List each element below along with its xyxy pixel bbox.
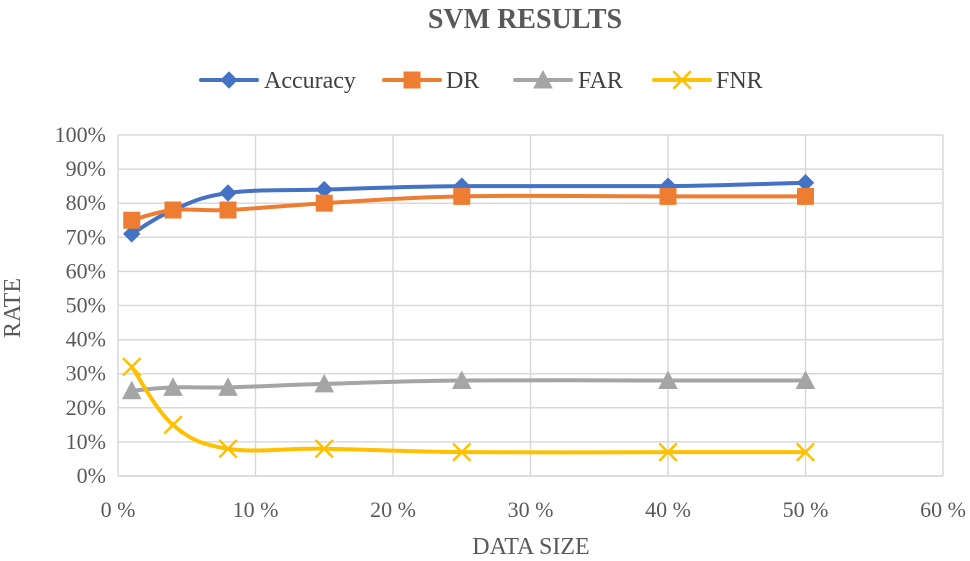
dr-marker-1 <box>164 201 182 219</box>
y-tick-label-60: 60% <box>66 258 106 283</box>
legend-fnr-marker-0 <box>672 70 692 90</box>
y-tick-label-90: 90% <box>66 156 106 181</box>
x-tick-label-30: 30 % <box>508 497 554 522</box>
fnr-marker-6 <box>796 442 815 462</box>
series-fnr <box>122 357 815 462</box>
legend-label-accuracy: Accuracy <box>264 68 356 94</box>
x-tick-label-40: 40 % <box>645 497 691 522</box>
fnr-marker-0 <box>122 357 141 377</box>
legend-dr-marker-0 <box>403 71 421 89</box>
far-marker-2 <box>218 377 238 396</box>
legend: Accuracy DR FAR FNR <box>199 68 763 94</box>
y-tick-label-40: 40% <box>66 327 106 352</box>
y-tick-label-50: 50% <box>66 293 106 318</box>
y-tick-label-30: 30% <box>66 361 106 386</box>
y-tick-label-80: 80% <box>66 190 106 215</box>
legend-label-far: FAR <box>578 68 623 94</box>
axes: 0% 10% 20% 30% 40% 50% 60% 70% 80% 90% 100% 0 % 10 %… <box>55 122 966 522</box>
grid <box>117 134 944 477</box>
far-marker-3 <box>314 373 335 393</box>
legend-item-accuracy: Accuracy <box>199 68 356 94</box>
legend-item-dr: DR <box>382 68 479 94</box>
x-tick-label-20: 20 % <box>370 497 416 522</box>
dr-marker-3 <box>315 194 333 212</box>
series-accuracy <box>123 174 815 243</box>
series-layer <box>121 174 816 462</box>
legend-item-fnr: FNR <box>652 68 763 94</box>
fnr-marker-4 <box>452 442 471 462</box>
accuracy-marker-2 <box>219 184 237 202</box>
x-tick-label-10: 10 % <box>233 497 279 522</box>
far-marker-6 <box>795 370 816 390</box>
legend-label-fnr: FNR <box>716 68 763 94</box>
legend-far-marker-0 <box>533 69 553 89</box>
series-far <box>121 370 816 400</box>
legend-label-dr: DR <box>446 68 479 94</box>
y-axis-title: RATE <box>0 278 26 338</box>
x-tick-label-50: 50 % <box>783 497 829 522</box>
chart-title: SVM RESULTS <box>428 4 622 35</box>
far-marker-0 <box>121 380 142 400</box>
dr-marker-0 <box>123 211 141 229</box>
y-tick-label-100: 100% <box>55 122 106 147</box>
series-dr <box>123 187 814 229</box>
fnr-marker-2 <box>218 439 238 458</box>
dr-marker-2 <box>219 201 237 219</box>
legend-accuracy-marker-0 <box>220 71 238 89</box>
dr-marker-4 <box>453 187 471 205</box>
far-marker-5 <box>658 370 678 390</box>
y-tick-label-70: 70% <box>66 224 106 249</box>
dr-marker-5 <box>659 187 677 205</box>
y-tick-label-10: 10% <box>66 429 106 454</box>
y-tick-label-20: 20% <box>66 395 106 420</box>
far-marker-1 <box>163 377 183 396</box>
x-tick-label-60: 60 % <box>920 497 966 522</box>
fnr-marker-1 <box>163 415 183 435</box>
x-axis-title: DATA SIZE <box>472 534 589 560</box>
accuracy-marker-0 <box>123 225 141 243</box>
fnr-marker-3 <box>315 439 334 458</box>
y-tick-label-0: 0% <box>77 463 106 488</box>
legend-item-far: FAR <box>513 68 623 94</box>
fnr-marker-5 <box>658 442 678 462</box>
far-marker-4 <box>451 370 472 390</box>
dr-marker-6 <box>797 187 814 205</box>
x-tick-label-0: 0 % <box>101 497 136 522</box>
